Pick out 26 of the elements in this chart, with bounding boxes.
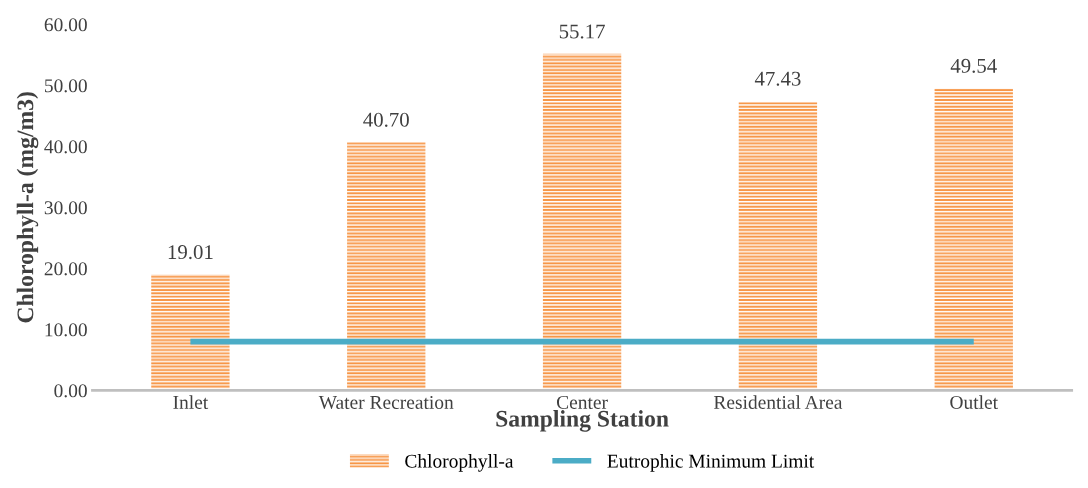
legend-label: Eutrophic Minimum Limit [607,454,815,472]
y-tick-label: 40.00 [44,140,87,154]
x-tick-label: Residential Area [713,395,843,409]
data-label: 19.01 [168,245,213,260]
bar [934,88,1013,391]
legend-label: Chlorophyll-a [405,454,514,472]
bar [738,101,818,391]
y-tick-label: 20.00 [44,262,87,276]
bar [542,53,622,391]
data-label: 49.54 [950,58,997,73]
y-tick-label: 0.00 [54,384,87,398]
y-tick-label: 60.00 [44,18,87,32]
y-tick-label: 10.00 [45,323,87,337]
bar [347,142,426,391]
x-tick-label: Inlet [173,395,209,409]
data-label: 40.70 [363,112,409,127]
x-tick-label: Water Recreation [318,395,454,410]
x-tick-label: Outlet [950,395,998,409]
y-tick-label: 30.00 [44,201,87,215]
bar [151,274,230,391]
x-tick-label: Center [556,395,608,409]
y-tick-label: 50.00 [45,79,87,93]
data-label: 55.17 [559,24,605,39]
data-label: 47.43 [754,71,801,86]
y-axis-title: Chlorophyll-a (mg/m3) [16,92,39,323]
x-axis-title: Sampling Station [496,410,669,432]
